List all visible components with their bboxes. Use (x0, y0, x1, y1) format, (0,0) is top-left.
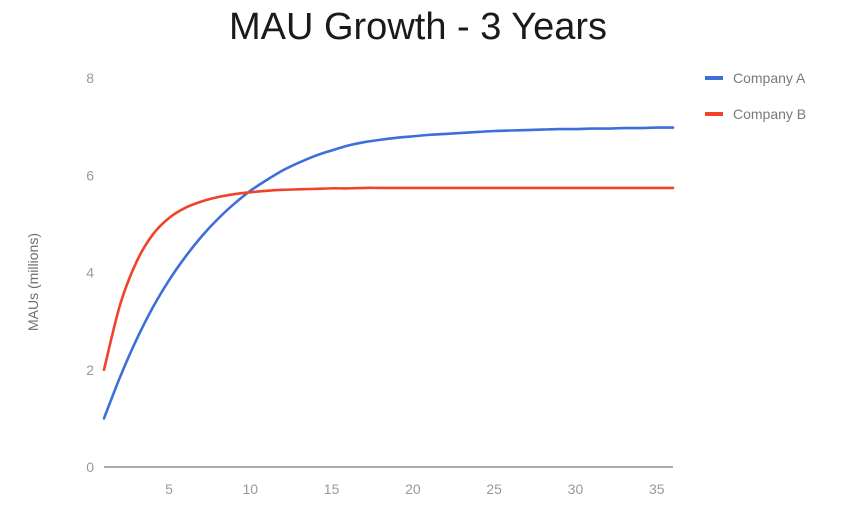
x-tick-label: 20 (405, 481, 421, 497)
x-tick-label: 5 (165, 481, 173, 497)
y-tick-label: 8 (86, 70, 94, 86)
x-tick-labels: 5 10 15 20 25 30 35 (165, 481, 665, 497)
company-a-line (102, 126, 675, 420)
y-tick-label: 2 (86, 362, 94, 378)
chart-title: MAU Growth - 3 Years (229, 6, 607, 48)
y-tick-label: 6 (86, 167, 94, 183)
y-axis-label: MAUs (millions) (25, 233, 41, 331)
company-b-line (102, 186, 675, 372)
series-lines (102, 126, 675, 420)
x-tick-label: 30 (568, 481, 584, 497)
x-tick-label: 25 (486, 481, 502, 497)
y-tick-label: 4 (86, 265, 94, 281)
x-tick-label: 15 (324, 481, 340, 497)
company-b-legend-label: Company B (733, 106, 806, 122)
x-tick-label: 10 (243, 481, 259, 497)
y-tick-label: 0 (86, 459, 94, 475)
y-tick-labels: 0 2 4 6 8 (86, 70, 94, 475)
x-tick-label: 35 (649, 481, 665, 497)
company-a-legend-label: Company A (733, 70, 806, 86)
legend: Company A Company B (705, 70, 806, 122)
